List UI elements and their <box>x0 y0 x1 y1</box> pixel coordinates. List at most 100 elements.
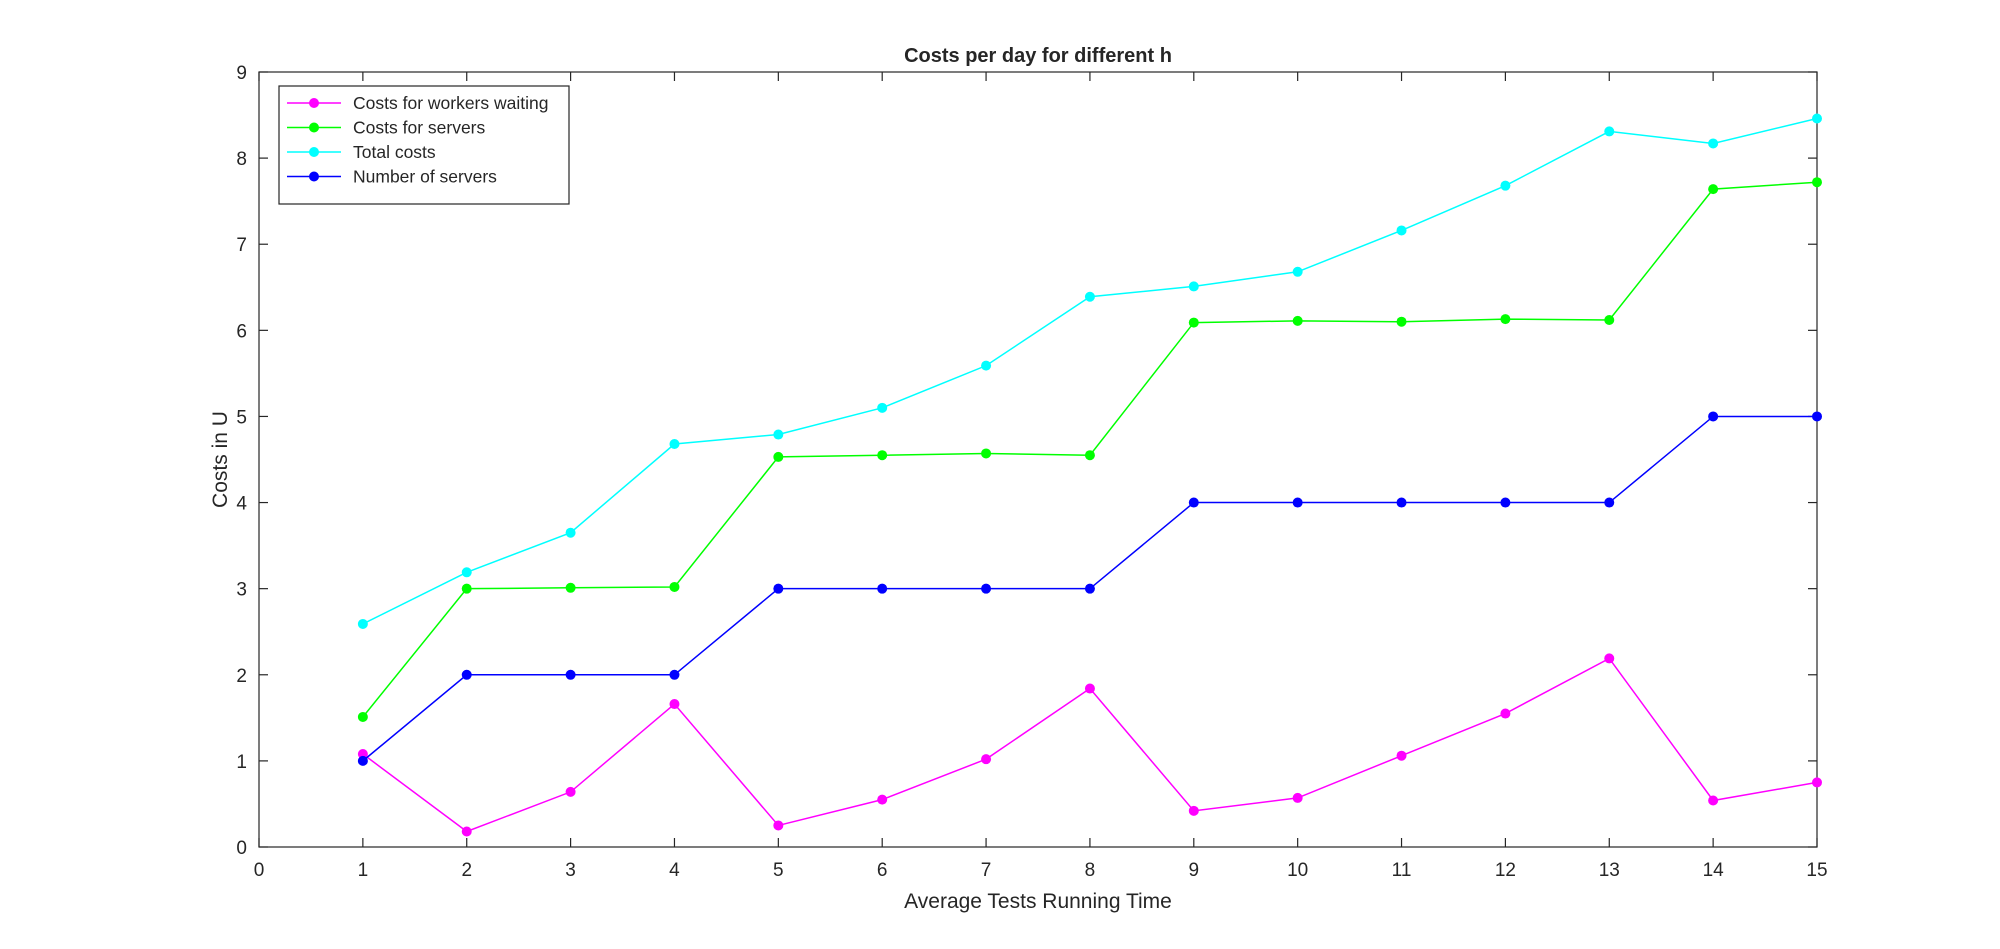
data-point <box>1812 177 1822 188</box>
data-point <box>981 754 992 765</box>
y-tick-label: 5 <box>236 407 247 428</box>
legend-label: Costs for servers <box>353 118 485 138</box>
data-point <box>981 448 992 459</box>
data-point <box>565 582 576 593</box>
data-point <box>877 450 888 461</box>
data-point <box>1708 411 1719 422</box>
x-tick-label: 2 <box>461 860 472 881</box>
data-point <box>357 711 368 722</box>
data-point <box>1396 225 1407 236</box>
data-point <box>981 360 992 371</box>
data-point <box>357 755 368 766</box>
data-point <box>981 583 992 594</box>
data-point <box>877 794 888 805</box>
data-point <box>773 429 784 440</box>
data-point <box>1708 138 1719 149</box>
data-point <box>1812 411 1822 422</box>
data-point <box>1292 497 1303 508</box>
data-point <box>1604 653 1615 664</box>
data-point <box>1292 315 1303 326</box>
data-point <box>1084 291 1095 302</box>
data-point <box>1500 708 1511 719</box>
data-point <box>461 669 472 680</box>
x-tick-label: 14 <box>1703 860 1725 881</box>
data-point <box>1812 777 1822 788</box>
data-point <box>565 527 576 538</box>
legend-box <box>278 85 570 205</box>
x-tick-label: 8 <box>1085 860 1096 881</box>
y-tick-label: 8 <box>236 149 247 170</box>
y-tick-label: 1 <box>236 752 247 773</box>
data-point <box>1604 315 1615 325</box>
y-tick-label: 2 <box>236 666 247 687</box>
x-tick-label: 7 <box>981 860 992 881</box>
series-group <box>357 113 1822 837</box>
data-point <box>1084 583 1095 594</box>
data-point <box>357 618 368 629</box>
y-tick-label: 3 <box>236 580 247 601</box>
data-point <box>1396 497 1407 508</box>
x-axis-label: Average Tests Running Time <box>904 890 1172 913</box>
legend: Costs for workers waiting Costs for serve… <box>278 85 570 205</box>
x-tick-label: 4 <box>669 860 680 881</box>
x-tick-label: 6 <box>877 860 888 881</box>
y-tick-label: 4 <box>236 494 247 515</box>
data-point <box>1604 126 1615 137</box>
y-tick-label: 7 <box>236 235 247 256</box>
data-point <box>669 581 680 592</box>
data-point <box>1188 281 1199 292</box>
x-tick-label: 15 <box>1806 860 1827 881</box>
data-point <box>1604 497 1615 508</box>
x-axis-ticks: 0 1 2 3 4 5 6 7 8 9 10 11 12 13 14 15 <box>254 72 1828 881</box>
data-point <box>461 583 472 594</box>
data-point <box>1396 750 1407 761</box>
x-tick-label: 0 <box>254 860 265 881</box>
x-tick-label: 1 <box>358 860 369 881</box>
chart-title: Costs per day for different h <box>904 45 1172 67</box>
data-point <box>1500 314 1511 325</box>
data-point <box>877 402 888 413</box>
data-point <box>1708 795 1719 806</box>
data-point <box>773 583 784 594</box>
data-point <box>1188 497 1199 508</box>
legend-label: Number of servers <box>353 167 497 187</box>
data-point <box>773 451 784 462</box>
data-point <box>669 439 680 449</box>
y-tick-label: 9 <box>236 63 247 84</box>
data-point <box>1708 184 1719 195</box>
data-point <box>1292 266 1303 277</box>
x-tick-label: 5 <box>773 860 784 881</box>
data-point <box>1188 805 1199 816</box>
data-point <box>1396 316 1407 327</box>
x-tick-label: 9 <box>1189 860 1200 881</box>
data-point <box>877 583 888 594</box>
y-tick-label: 6 <box>236 321 247 342</box>
data-point <box>1500 180 1511 191</box>
data-point <box>1188 317 1199 328</box>
x-tick-label: 10 <box>1287 860 1308 881</box>
data-point <box>669 669 680 680</box>
y-axis-ticks: 0 1 2 3 4 5 6 7 8 9 <box>236 63 1817 859</box>
data-point <box>1500 497 1511 508</box>
x-tick-label: 11 <box>1392 860 1412 881</box>
x-tick-label: 12 <box>1495 860 1516 881</box>
data-point <box>461 567 472 578</box>
x-tick-label: 3 <box>565 860 576 881</box>
y-axis-label: Costs in U <box>209 411 232 508</box>
data-point <box>565 786 576 797</box>
data-point <box>1084 450 1095 461</box>
legend-label: Total costs <box>353 142 436 162</box>
legend-label: Costs for workers waiting <box>353 93 548 113</box>
legend-swatch-marker <box>309 122 319 133</box>
data-point <box>669 699 680 710</box>
legend-swatch-marker <box>309 171 319 182</box>
data-point <box>357 749 368 759</box>
data-point <box>565 669 576 680</box>
data-point <box>1084 683 1095 694</box>
x-tick-label: 13 <box>1599 860 1620 881</box>
data-point <box>1812 113 1822 124</box>
legend-swatch-marker <box>309 98 319 108</box>
y-tick-label: 0 <box>236 838 247 859</box>
legend-swatch-marker <box>309 147 319 157</box>
